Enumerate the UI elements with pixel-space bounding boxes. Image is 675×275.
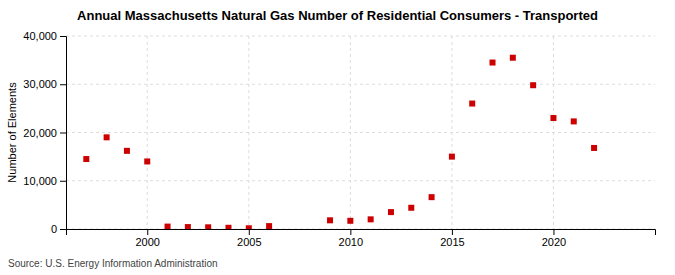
point <box>388 209 394 215</box>
grid <box>66 36 655 229</box>
axis-line <box>60 37 67 230</box>
point <box>368 216 374 222</box>
tick: 2015 <box>440 229 464 248</box>
grid-line <box>66 36 655 37</box>
tick: 30,000 <box>23 78 66 90</box>
tick-label: 2005 <box>237 236 261 248</box>
grid-line <box>147 36 148 229</box>
tick-label: 20,000 <box>23 127 57 139</box>
point <box>205 224 211 229</box>
tick-label: 30,000 <box>23 78 57 90</box>
point <box>591 145 597 151</box>
tick-mark <box>249 229 250 235</box>
grid-line <box>553 36 554 229</box>
tick-mark <box>350 229 351 235</box>
chart: 2000 2005 2010 2015 2020 0 10,000 20,000 30,000 4… <box>0 0 675 275</box>
grid-line <box>66 180 655 181</box>
point <box>347 218 353 224</box>
point <box>571 118 577 124</box>
tick-label: 10,000 <box>23 175 57 187</box>
tick-label: 0 <box>51 223 57 235</box>
title: Annual Massachusetts Natural Gas Number … <box>77 8 598 23</box>
tick-mark <box>60 133 66 134</box>
tick-mark <box>60 84 66 85</box>
tick-mark <box>60 181 66 182</box>
x-axis: 2000 2005 2010 2015 2020 <box>67 229 656 248</box>
point <box>530 82 536 88</box>
grid-line <box>248 36 249 229</box>
tick: 2010 <box>339 229 363 248</box>
tick-label: 2010 <box>339 236 363 248</box>
tick-label: 2015 <box>440 236 464 248</box>
point <box>266 223 272 229</box>
point <box>490 60 496 66</box>
point <box>510 55 516 61</box>
point <box>408 205 414 211</box>
plot-area: 2000 2005 2010 2015 2020 0 10,000 20,000 30,000 4… <box>23 30 655 248</box>
tick-label: 2020 <box>542 236 566 248</box>
tick: 40,000 <box>23 30 66 42</box>
tick: 0 <box>51 223 66 235</box>
source: Source: U.S. Energy Information Administ… <box>8 258 218 269</box>
tick-mark <box>553 229 554 235</box>
tick-mark <box>60 36 66 37</box>
point <box>83 156 89 162</box>
tick-mark <box>147 229 148 235</box>
point <box>124 148 130 154</box>
tick-mark <box>60 229 66 230</box>
grid-line <box>66 84 655 85</box>
points <box>83 55 597 229</box>
grid-line <box>451 36 452 229</box>
point <box>185 224 191 229</box>
point <box>104 134 110 140</box>
tick: 2000 <box>135 229 159 248</box>
grid-line <box>350 36 351 229</box>
point <box>449 154 455 160</box>
y-axis: 0 10,000 20,000 30,000 40,000 <box>23 30 66 235</box>
point <box>165 224 171 229</box>
point <box>550 115 556 121</box>
tick: 20,000 <box>23 127 66 139</box>
tick-mark <box>452 229 453 235</box>
axis-line <box>67 230 656 236</box>
point <box>327 217 333 223</box>
point <box>469 101 475 107</box>
tick: 2005 <box>237 229 261 248</box>
point <box>246 225 252 229</box>
point <box>144 158 150 164</box>
tick: 2020 <box>542 229 566 248</box>
point <box>225 225 231 229</box>
tick: 10,000 <box>23 175 66 187</box>
point <box>429 194 435 200</box>
y-axis-title: Number of Elements <box>6 82 18 183</box>
grid-line <box>66 132 655 133</box>
tick-label: 40,000 <box>23 30 57 42</box>
tick-label: 2000 <box>135 236 159 248</box>
